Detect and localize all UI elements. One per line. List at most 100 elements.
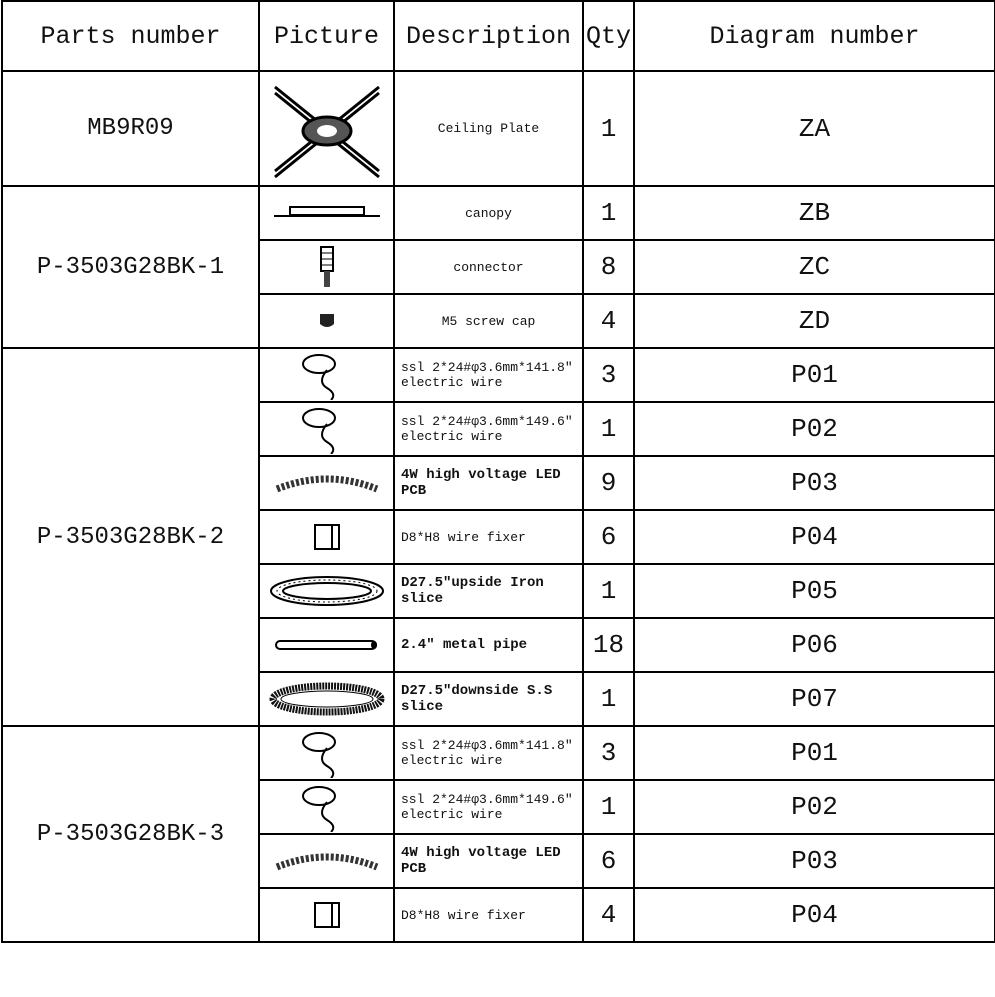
quantity: 8 [582,239,635,295]
part-icon [301,408,336,454]
picture [258,347,395,403]
diagram-number: P02 [633,401,995,457]
header-cell: Parts number [1,0,260,72]
item-row: M5 screw cap 4 ZD [2,293,995,349]
diagram-number: ZB [633,185,995,241]
picture [258,671,395,727]
part-icon [273,85,380,178]
diagram-number: P02 [633,779,995,835]
diagram-number: P06 [633,617,995,673]
diagram-number: P03 [633,455,995,511]
picture [258,725,395,781]
picture [258,833,395,889]
diagram-number: P01 [633,725,995,781]
header-row: Parts number Picture Description Qty Diagram… [1,0,995,72]
picture [258,887,395,943]
parts-table: Parts number Picture Description Qty Diagram… [1,0,995,943]
description: ssl 2*24#φ3.6mm*141.8″ electric wire [393,347,584,403]
description: 4W high voltage LED PCB [393,455,584,511]
picture [258,401,395,457]
item-row: D27.5″upside Iron slice 1 P05 [2,563,995,619]
header-cell: Picture [258,0,395,72]
quantity: 1 [582,671,635,727]
description: ssl 2*24#φ3.6mm*149.6″ electric wire [393,401,584,457]
quantity: 1 [582,70,635,187]
part-icon [274,640,377,650]
description: 4W high voltage LED PCB [393,833,584,889]
quantity: 1 [582,185,635,241]
item-row: D8*H8 wire fixer 4 P04 [2,887,995,943]
part-icon [301,786,336,832]
part-icon [273,206,380,217]
part-number: P-3503G28BK-1 [1,185,260,349]
part-icon [269,576,384,606]
description: M5 screw cap [393,293,584,349]
description: ssl 2*24#φ3.6mm*141.8″ electric wire [393,725,584,781]
diagram-number: ZA [633,70,995,187]
item-row: 4W high voltage LED PCB 9 P03 [2,455,995,511]
picture [258,293,395,349]
quantity: 18 [582,617,635,673]
quantity: 6 [582,833,635,889]
picture [258,239,395,295]
item-row: P-3503G28BK-1 canopy 1 ZB [1,185,995,349]
quantity: 1 [582,779,635,835]
part-number: P-3503G28BK-3 [1,725,260,943]
description: D8*H8 wire fixer [393,887,584,943]
picture [258,779,395,835]
quantity: 6 [582,509,635,565]
description: 2.4″ metal pipe [393,617,584,673]
part-icon [301,354,336,400]
diagram-number: P04 [633,509,995,565]
quantity: 4 [582,887,635,943]
diagram-number: ZC [633,239,995,295]
diagram-number: P05 [633,563,995,619]
part-icon [275,853,378,871]
description: D27.5″downside S.S slice [393,671,584,727]
picture [258,70,395,187]
quantity: 1 [582,563,635,619]
diagram-number: ZD [633,293,995,349]
part-icon [319,246,334,287]
header-cell: Qty [582,0,635,72]
item-row: D8*H8 wire fixer 6 P04 [2,509,995,565]
table-body: MB9R09 Ceiling Plate 1 ZA P-3503G28BK-1 canop… [1,70,995,943]
header-cell: Diagram number [633,0,995,72]
part-icon [301,732,336,778]
part-number: P-3503G28BK-2 [1,347,260,727]
picture [258,509,395,565]
item-row: 4W high voltage LED PCB 6 P03 [2,833,995,889]
part-number: MB9R09 [1,70,260,187]
description: connector [393,239,584,295]
item-row: P-3503G28BK-2 ssl 2*24#φ3.6mm*141.8″ elec… [1,347,995,727]
diagram-number: P04 [633,887,995,943]
item-row: ssl 2*24#φ3.6mm*149.6″ electric wire 1 P02 [2,779,995,835]
item-row: P-3503G28BK-3 ssl 2*24#φ3.6mm*141.8″ elec… [1,725,995,943]
item-row: connector 8 ZC [2,239,995,295]
item-row: D27.5″downside S.S slice 1 P07 [2,671,995,727]
quantity: 9 [582,455,635,511]
description: canopy [393,185,584,241]
description: Ceiling Plate [393,70,584,187]
picture [258,563,395,619]
item-row: 2.4″ metal pipe 18 P06 [2,617,995,673]
description: ssl 2*24#φ3.6mm*149.6″ electric wire [393,779,584,835]
description: D27.5″upside Iron slice [393,563,584,619]
part-icon [313,902,340,928]
diagram-number: P03 [633,833,995,889]
part-icon [275,475,378,493]
diagram-number: P07 [633,671,995,727]
part-icon [313,524,340,550]
part-icon [319,314,334,327]
diagram-number: P01 [633,347,995,403]
quantity: 3 [582,347,635,403]
item-row: ssl 2*24#φ3.6mm*149.6″ electric wire 1 P02 [2,401,995,457]
quantity: 1 [582,401,635,457]
quantity: 4 [582,293,635,349]
item-row: MB9R09 Ceiling Plate 1 ZA [1,70,995,187]
picture [258,617,395,673]
picture [258,455,395,511]
description: D8*H8 wire fixer [393,509,584,565]
part-icon [269,682,384,716]
picture [258,185,395,241]
